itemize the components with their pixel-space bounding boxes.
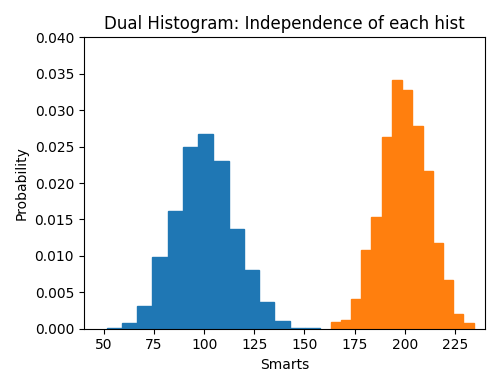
- Bar: [152, 257, 168, 329]
- Bar: [464, 323, 473, 329]
- Bar: [137, 306, 152, 329]
- Bar: [392, 80, 402, 329]
- Bar: [244, 270, 259, 329]
- Bar: [433, 243, 443, 329]
- Bar: [412, 126, 422, 329]
- Bar: [259, 302, 274, 329]
- Bar: [351, 299, 361, 329]
- Bar: [361, 250, 372, 329]
- Bar: [122, 323, 137, 329]
- X-axis label: Smarts: Smarts: [260, 358, 309, 372]
- Bar: [198, 134, 214, 329]
- Bar: [341, 320, 351, 329]
- Bar: [330, 322, 341, 329]
- Bar: [402, 90, 412, 329]
- Bar: [305, 328, 320, 329]
- Bar: [168, 211, 183, 329]
- Bar: [422, 171, 433, 329]
- Y-axis label: Probability: Probability: [15, 146, 29, 220]
- Bar: [453, 314, 464, 329]
- Bar: [382, 137, 392, 329]
- Bar: [443, 280, 453, 329]
- Title: Dual Histogram: Independence of each hist: Dual Histogram: Independence of each his…: [104, 15, 465, 33]
- Bar: [274, 321, 289, 329]
- Bar: [214, 161, 228, 329]
- Bar: [290, 328, 305, 329]
- Bar: [106, 328, 122, 329]
- Bar: [183, 147, 198, 329]
- Bar: [372, 217, 382, 329]
- Bar: [228, 229, 244, 329]
